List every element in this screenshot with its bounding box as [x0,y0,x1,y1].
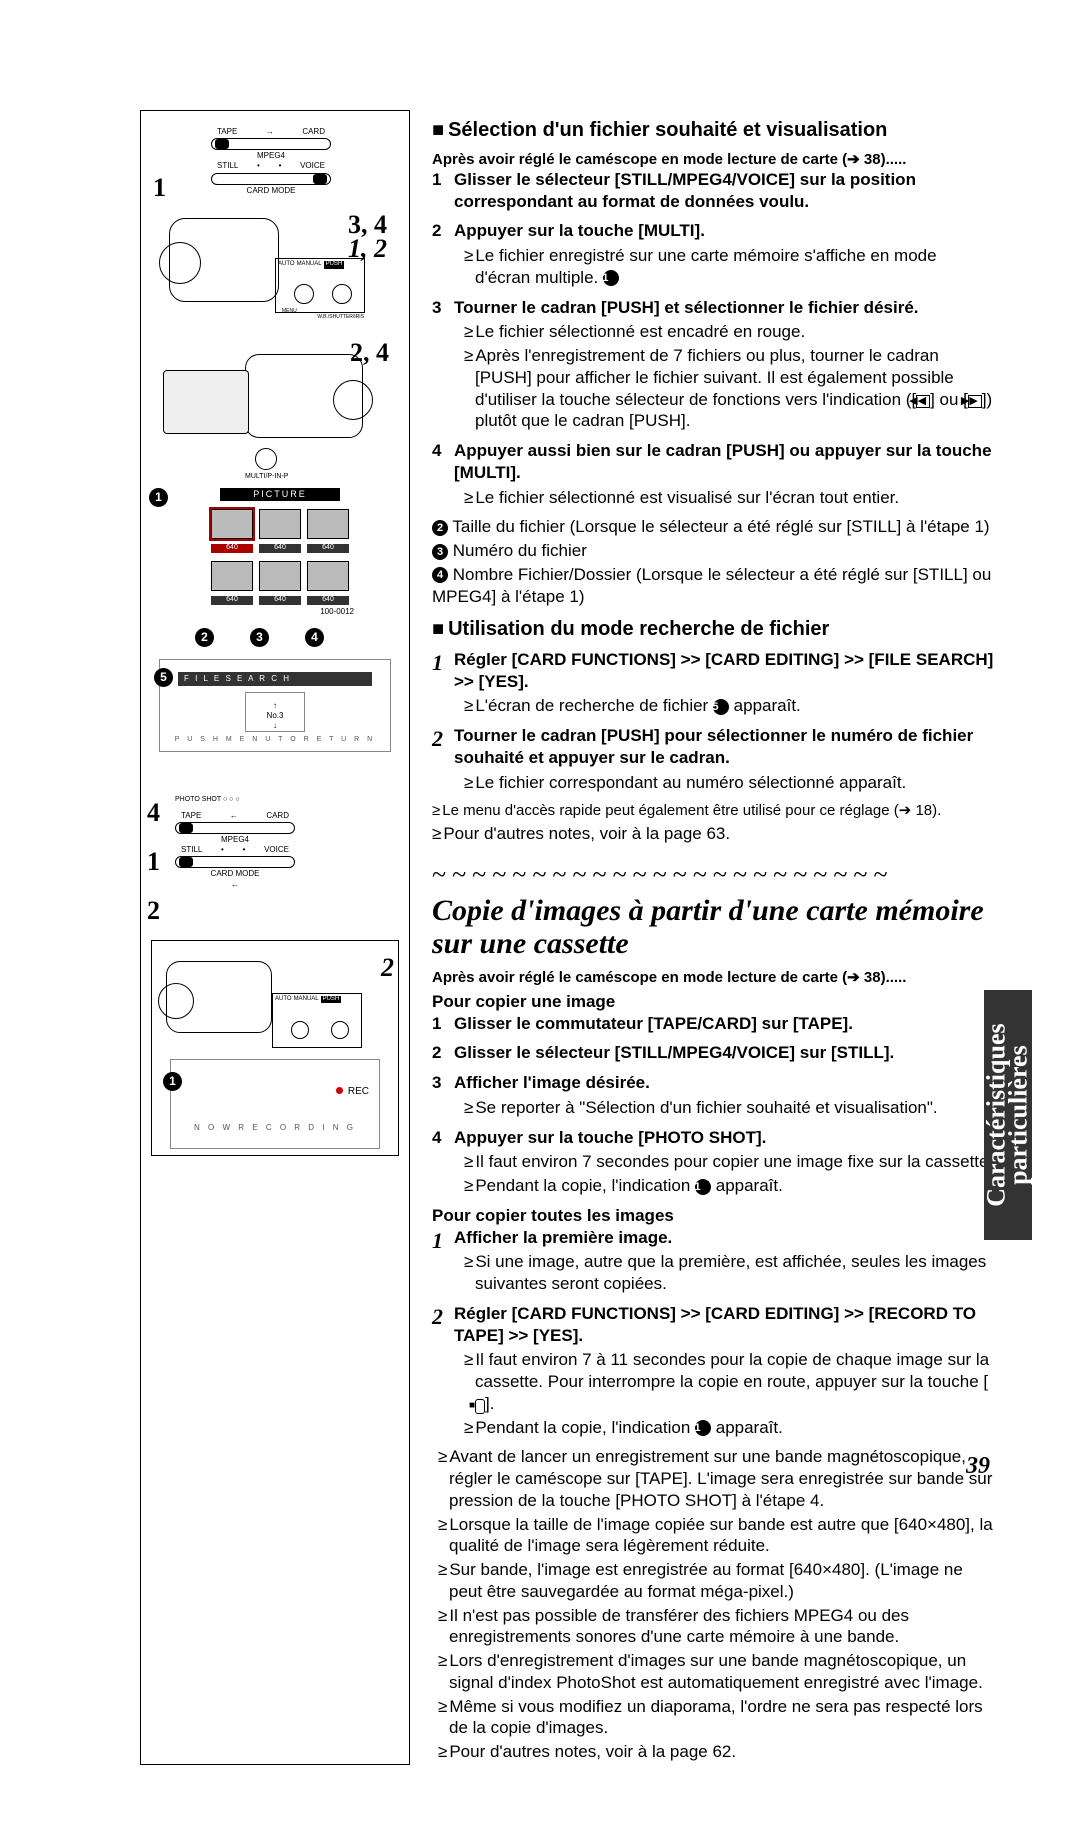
sub-copier-une: Pour copier une image [432,991,995,1013]
rec-panel: 1 REC N O W R E C O R D I N G [170,1059,380,1149]
diagram-file-search: 5 F I L E S E A R C H ↑ No.3 ↓ P U S H M… [159,659,391,752]
circle-3: 3 [250,628,269,647]
picture-title: PICTURE [220,488,340,502]
sub-copier-toutes: Pour copier toutes les images [432,1205,995,1227]
circle-1-lower: 1 [163,1072,182,1091]
diagram-lower-switches: 4 1 2 PHOTO SHOT ○ ○ ○ TAPE←CARD MPEG4 S… [147,796,403,928]
ffwd-icon: ▶▶ [968,395,982,408]
left-diagram-column: TAPE→CARD MPEG4 STILL••VOICE CARD MODE 1… [140,110,410,1765]
title-copie: Copie d'images à partir d'une carte mémo… [432,894,995,960]
callout-fancy-2: 2 [381,951,394,984]
folder-id: 100-0012 [180,607,380,617]
intro-a: Après avoir réglé le caméscope en mode l… [432,150,995,169]
side-tab: Caractéristiquesparticulières [984,990,1032,1240]
callout-12-fancy: 1, 2 [348,232,387,265]
stop-icon: ■ [475,1399,485,1414]
push-menu-hint: P U S H M E N U T O R E T U R N [160,736,390,745]
diagram-camcorder-controls: AUTO MANUAL PUSH MENU W.B./SHUTTER/IRIS … [147,208,403,328]
rewind-icon: ◀◀ [916,395,930,408]
now-recording: N O W R E C O R D I N G [181,1123,369,1133]
circle-5: 5 [154,668,173,687]
diagram-picture-panel: 1 PICTURE 640 640 640 640 640 640 [147,488,403,647]
heading-recherche: Utilisation du mode recherche de fichier [432,617,995,643]
callout-1: 1 [153,171,166,204]
label-card: CARD [302,127,325,137]
callout-24: 2, 4 [350,336,389,369]
heading-selection: Sélection d'un fichier souhaité et visua… [432,118,995,144]
diagram-mode-switch: TAPE→CARD MPEG4 STILL••VOICE CARD MODE 1 [147,127,403,196]
label-tape: TAPE [217,127,237,137]
circle-4: 4 [305,628,324,647]
diagram-lcd-multi: 2, 4 MULTI/P-IN-P [147,340,403,470]
right-text-column: Sélection d'un fichier souhaité et visua… [432,110,995,1765]
page-number: 39 [966,1451,990,1482]
separator: ~~~~~~~~~~~~~~~~~~~~~~~ [432,858,995,891]
circle-2: 2 [195,628,214,647]
circle-1: 1 [149,488,168,507]
file-search-title: F I L E S E A R C H [178,672,372,686]
diagram-lower-camcorder: AUTO MANUAL PUSH 2 1 REC N O W R E C O R… [151,940,399,1156]
